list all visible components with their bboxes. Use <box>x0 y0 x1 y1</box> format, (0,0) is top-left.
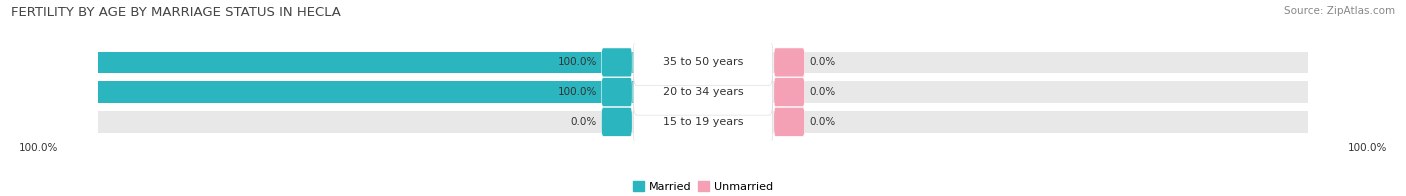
Bar <box>98 111 1308 132</box>
Text: 0.0%: 0.0% <box>808 57 835 67</box>
Text: 0.0%: 0.0% <box>571 117 598 127</box>
Text: 100.0%: 100.0% <box>1347 143 1386 153</box>
Text: 20 to 34 years: 20 to 34 years <box>662 87 744 97</box>
FancyBboxPatch shape <box>773 78 804 107</box>
Text: 0.0%: 0.0% <box>808 87 835 97</box>
FancyBboxPatch shape <box>773 48 804 77</box>
FancyBboxPatch shape <box>602 78 633 107</box>
Text: 100.0%: 100.0% <box>558 57 598 67</box>
FancyBboxPatch shape <box>602 48 633 77</box>
Text: FERTILITY BY AGE BY MARRIAGE STATUS IN HECLA: FERTILITY BY AGE BY MARRIAGE STATUS IN H… <box>11 6 342 19</box>
Text: 35 to 50 years: 35 to 50 years <box>662 57 744 67</box>
Legend: Married, Unmarried: Married, Unmarried <box>628 177 778 196</box>
FancyBboxPatch shape <box>602 107 633 136</box>
Text: 0.0%: 0.0% <box>808 117 835 127</box>
Text: Source: ZipAtlas.com: Source: ZipAtlas.com <box>1284 6 1395 16</box>
Bar <box>98 81 703 103</box>
FancyBboxPatch shape <box>633 99 773 145</box>
Bar <box>98 52 703 73</box>
Text: 15 to 19 years: 15 to 19 years <box>662 117 744 127</box>
FancyBboxPatch shape <box>633 69 773 115</box>
Text: 100.0%: 100.0% <box>20 143 59 153</box>
FancyBboxPatch shape <box>773 107 804 136</box>
Bar <box>98 81 1308 103</box>
Bar <box>98 52 1308 73</box>
FancyBboxPatch shape <box>633 39 773 85</box>
Text: 100.0%: 100.0% <box>558 87 598 97</box>
